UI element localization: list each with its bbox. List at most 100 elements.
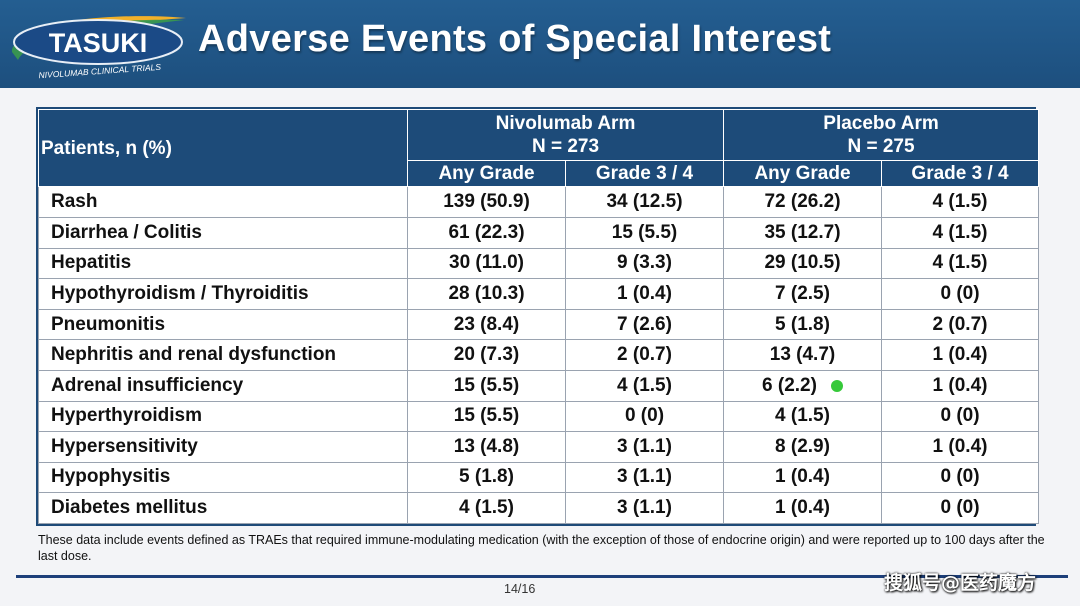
tasuki-logo: TASUKI NIVOLUMAB CLINICAL TRIALS: [11, 16, 186, 80]
cell-value: 13 (4.7): [769, 344, 836, 366]
arm-header-nivolumab: Nivolumab Arm N = 273: [407, 109, 724, 161]
table-cell: 23 (8.4): [407, 308, 566, 341]
table-row: Diarrhea / Colitis 61 (22.3) 15 (5.5) 35 (1…: [38, 217, 1040, 249]
cell-value: 0 (0): [940, 466, 980, 488]
row-label: Diabetes mellitus: [38, 492, 408, 524]
cell-value: 15 (5.5): [453, 405, 520, 427]
cell-value: 3 (1.1): [617, 466, 672, 488]
table-cell: 5 (1.8): [723, 308, 882, 341]
cell-value: 4 (1.5): [932, 252, 988, 274]
table-cell: 5 (1.8): [407, 461, 566, 494]
pointer-dot-icon: [830, 379, 843, 392]
subheader-grade-3-4: Grade 3 / 4: [880, 159, 1040, 188]
table-cell: 0 (0): [880, 278, 1040, 310]
row-label: Hypophysitis: [38, 461, 408, 494]
cell-value: 1 (0.4): [775, 466, 830, 488]
cell-value: 13 (4.8): [453, 435, 520, 457]
footer-rule: [16, 575, 1068, 578]
row-label: Pneumonitis: [38, 308, 408, 341]
table-cell: 2 (0.7): [565, 339, 724, 371]
cell-value: 1 (0.4): [932, 435, 988, 457]
cell-value: 4 (1.5): [775, 405, 830, 427]
cell-value: 0 (0): [940, 497, 980, 519]
row-label: Hypothyroidism / Thyroiditis: [38, 278, 408, 310]
table-cell: 1 (0.4): [880, 339, 1040, 371]
cell-value: 15 (5.5): [611, 221, 678, 243]
cell-value: 0 (0): [624, 405, 665, 427]
arm-header-placebo: Placebo Arm N = 275: [722, 109, 1040, 161]
table-cell: 34 (12.5): [565, 186, 724, 219]
table-cell: 1 (0.4): [723, 492, 882, 524]
table-cell: 4 (1.5): [880, 247, 1040, 280]
table-cell: 7 (2.5): [723, 278, 882, 310]
table-cell: 35 (12.7): [723, 217, 882, 249]
table-row: Hepatitis 30 (11.0) 9 (3.3) 29 (10.5) 4 (1.5…: [38, 247, 1040, 280]
table-cell: 1 (0.4): [880, 369, 1040, 402]
slide-header: TASUKI NIVOLUMAB CLINICAL TRIALS Adverse…: [0, 0, 1080, 88]
table-cell: 0 (0): [565, 400, 724, 433]
row-label: Adrenal insufficiency: [38, 369, 408, 402]
row-label: Hepatitis: [38, 247, 408, 280]
cell-value: 9 (3.3): [617, 252, 672, 274]
table-row: Nephritis and renal dysfunction 20 (7.3) 2…: [38, 339, 1040, 371]
subheader-grade-3-4: Grade 3 / 4: [565, 159, 724, 188]
arm-name: Nivolumab Arm: [495, 112, 636, 134]
table-row: Pneumonitis 23 (8.4) 7 (2.6) 5 (1.8) 2 (0.7): [38, 308, 1040, 341]
table-row: Hypothyroidism / Thyroiditis 28 (10.3) 1 (…: [38, 278, 1040, 310]
table-cell: 3 (1.1): [565, 461, 724, 494]
arm-name: Placebo Arm: [823, 112, 939, 134]
table-cell: 6 (2.2): [723, 369, 882, 402]
table-cell: 15 (5.5): [565, 217, 724, 249]
cell-value: 1 (0.4): [932, 374, 988, 396]
cell-value: 6 (2.2): [762, 374, 817, 396]
cell-value: 35 (12.7): [764, 221, 841, 243]
table-row: Adrenal insufficiency 15 (5.5) 4 (1.5) 6 (2…: [38, 369, 1040, 402]
table-row: Diabetes mellitus 4 (1.5) 3 (1.1) 1 (0.4) 0 …: [38, 492, 1040, 524]
table-cell: 15 (5.5): [407, 369, 566, 402]
row-label: Nephritis and renal dysfunction: [38, 339, 408, 371]
arm-n: N = 273: [531, 135, 600, 157]
cell-value: 1 (0.4): [775, 497, 830, 519]
table-cell: 13 (4.7): [723, 339, 882, 371]
row-label: Rash: [38, 186, 408, 219]
cell-value: 139 (50.9): [443, 191, 530, 213]
table-cell: 9 (3.3): [565, 247, 724, 280]
cell-value: 0 (0): [940, 283, 980, 304]
cell-value: 5 (1.8): [775, 313, 830, 335]
table-row: Hyperthyroidism 15 (5.5) 0 (0) 4 (1.5) 0 (0): [38, 400, 1040, 433]
cell-value: 23 (8.4): [453, 313, 520, 335]
table-cell: 1 (0.4): [723, 461, 882, 494]
table-cell: 30 (11.0): [407, 247, 566, 280]
corner-header: Patients, n (%): [38, 108, 408, 188]
subheader-any-grade: Any Grade: [723, 159, 882, 188]
adverse-events-table: Patients, n (%) Nivolumab Arm N = 273 Pl…: [36, 107, 1040, 526]
table-cell: 20 (7.3): [407, 339, 566, 371]
table-cell: 4 (1.5): [723, 400, 882, 433]
cell-value: 4 (1.5): [459, 497, 514, 519]
table-cell: 8 (2.9): [723, 431, 882, 463]
cell-value: 4 (1.5): [932, 191, 988, 213]
subheader-any-grade: Any Grade: [407, 159, 566, 188]
cell-value: 4 (1.5): [617, 374, 672, 396]
cell-value: 4 (1.5): [932, 221, 988, 243]
table-cell: 0 (0): [880, 492, 1040, 524]
table-cell: 4 (1.5): [407, 492, 566, 524]
table-row: Rash 139 (50.9) 34 (12.5) 72 (26.2) 4 (1.5): [38, 186, 1040, 219]
cell-value: 3 (1.1): [617, 435, 672, 457]
table-cell: 29 (10.5): [723, 247, 882, 280]
cell-value: 2 (0.7): [617, 344, 672, 366]
table-cell: 3 (1.1): [565, 492, 724, 524]
page-title: Adverse Events of Special Interest: [198, 18, 832, 60]
table-cell: 61 (22.3): [407, 217, 566, 249]
row-label: Diarrhea / Colitis: [38, 217, 408, 249]
cell-value: 28 (10.3): [448, 283, 525, 304]
cell-value: 8 (2.9): [775, 435, 830, 457]
table-cell: 7 (2.6): [565, 308, 724, 341]
arm-n: N = 275: [847, 135, 915, 157]
table-cell: 139 (50.9): [407, 186, 566, 219]
cell-value: 5 (1.8): [459, 466, 514, 488]
cell-value: 29 (10.5): [764, 252, 841, 274]
logo-text: TASUKI: [49, 28, 148, 58]
table-cell: 13 (4.8): [407, 431, 566, 463]
table-cell: 4 (1.5): [880, 186, 1040, 219]
